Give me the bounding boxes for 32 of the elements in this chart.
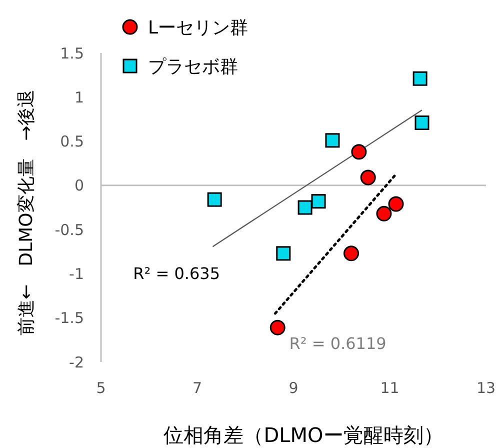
y-tick-label: -2: [69, 353, 84, 372]
y-tick-label: 0.5: [60, 132, 84, 151]
annotation: R² = 0.6119: [289, 334, 386, 354]
annotation: R² = 0.635: [133, 264, 220, 283]
point: [351, 144, 367, 160]
x-tick-label: 9: [288, 379, 298, 397]
point: [207, 192, 222, 207]
y-tick-label: -1.5: [54, 309, 84, 328]
x-tick-label: 5: [96, 379, 106, 397]
x-tick-label: 11: [380, 379, 400, 397]
point: [270, 320, 286, 336]
y-tick-label: -1: [69, 264, 84, 283]
y-tick-label: 0: [74, 176, 84, 195]
point: [325, 133, 340, 148]
point: [414, 115, 430, 130]
y-tick-label: 1.5: [60, 44, 84, 62]
y-tick-label: 1: [74, 88, 84, 106]
point: [311, 194, 326, 209]
point: [376, 206, 392, 222]
point: [276, 246, 291, 261]
x-axis-title: 位相角差（DLMOー覚醒時刻）: [164, 423, 444, 447]
legend-label: プラセボ群: [148, 56, 238, 78]
x-tick-label: 7: [192, 379, 202, 397]
legend-label: Lーセリン群: [148, 17, 248, 38]
y-axis-title: 前進← DLMO変化量 →後退: [16, 90, 37, 336]
point: [388, 196, 404, 212]
y-tick-label: -0.5: [54, 220, 84, 239]
x-tick-label: 13: [476, 379, 496, 397]
point: [344, 246, 359, 262]
point: [412, 71, 428, 86]
point: [360, 170, 376, 186]
point: [298, 200, 312, 215]
